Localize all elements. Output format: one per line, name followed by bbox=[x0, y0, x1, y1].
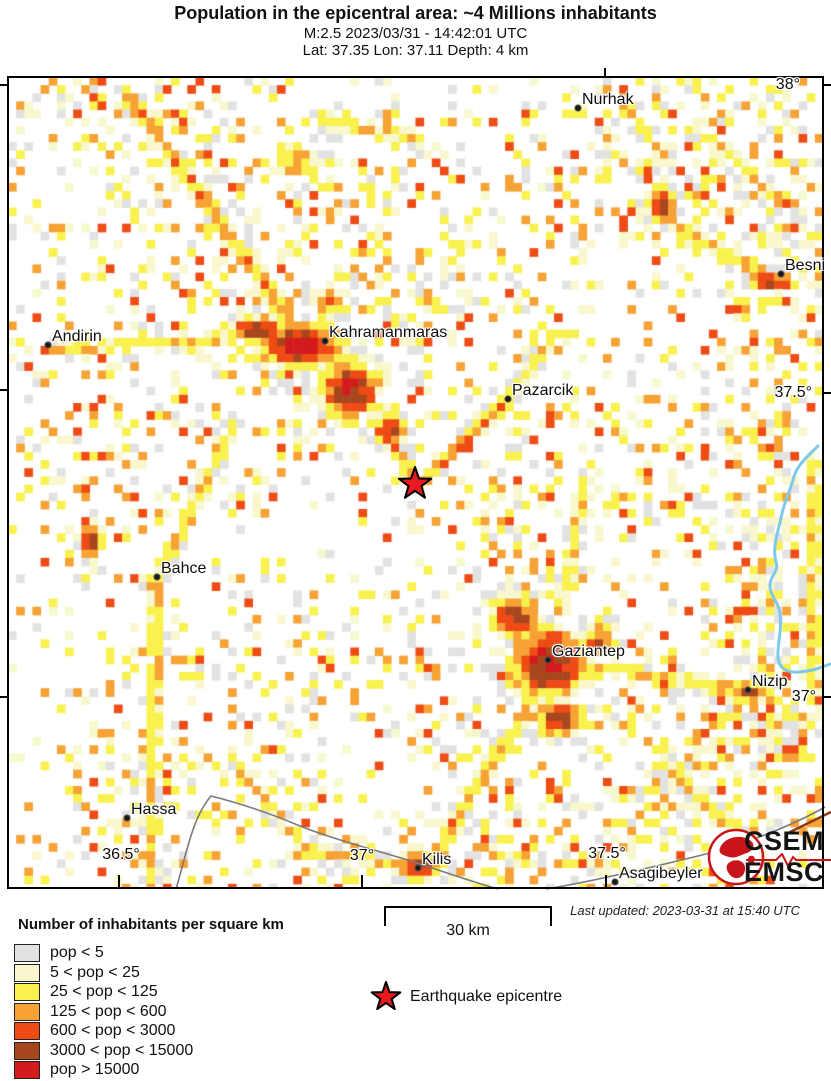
legend-label: 5 < pop < 25 bbox=[50, 963, 140, 981]
city-dot bbox=[44, 341, 52, 349]
coordinate-label: 38° bbox=[775, 76, 800, 93]
scale-bar-label: 30 km bbox=[446, 922, 490, 939]
coordinate-label: 36.5° bbox=[102, 846, 140, 863]
city-label: Nurhak bbox=[582, 91, 634, 108]
legend-title: Number of inhabitants per square km bbox=[18, 916, 284, 933]
city-dot bbox=[123, 814, 131, 822]
legend-label: pop > 15000 bbox=[50, 1061, 140, 1078]
city-dot bbox=[544, 656, 552, 664]
legend-label: 125 < pop < 600 bbox=[50, 1002, 167, 1020]
city-label: Pazarcik bbox=[512, 382, 574, 399]
city-dot bbox=[414, 864, 422, 872]
city-label: Kilis bbox=[422, 851, 452, 868]
legend-label: pop < 5 bbox=[50, 944, 104, 961]
city-dot bbox=[574, 104, 582, 112]
legend-swatch bbox=[14, 1041, 40, 1060]
population-heatmap-canvas[interactable] bbox=[8, 77, 823, 888]
city-label: Hassa bbox=[131, 801, 177, 818]
legend-swatch bbox=[14, 963, 40, 982]
legend-label: 3000 < pop < 15000 bbox=[50, 1041, 194, 1059]
logo-text-csem: CSEM bbox=[744, 826, 825, 856]
coordinate-label: 37° bbox=[349, 847, 375, 864]
legend-swatch bbox=[14, 1061, 40, 1079]
coordinate-label: 37° bbox=[791, 688, 816, 705]
event-magnitude-datetime: M:2.5 2023/03/31 - 14:42:01 UTC bbox=[303, 25, 528, 42]
legend-swatch bbox=[14, 1002, 40, 1021]
city-label: Gaziantep bbox=[552, 643, 625, 660]
page-title: Population in the epicentral area: ~4 Mi… bbox=[174, 3, 657, 23]
city-dot bbox=[611, 878, 619, 886]
logo-text-emsc: EMSC bbox=[744, 857, 825, 887]
epicentre-legend-label: Earthquake epicentre bbox=[410, 988, 563, 1005]
city-label: Kahramanmaras bbox=[329, 324, 448, 341]
last-updated-text: Last updated: 2023-03-31 at 15:40 UTC bbox=[570, 903, 800, 918]
city-dot bbox=[744, 686, 752, 694]
city-dot bbox=[504, 395, 512, 403]
csem-emsc-logo[interactable]: CSEM EMSC bbox=[706, 826, 831, 890]
city-label: Asagibeyler bbox=[619, 865, 703, 882]
legend-swatch bbox=[14, 944, 40, 962]
legend-swatch bbox=[14, 1022, 40, 1040]
city-dot bbox=[153, 573, 161, 581]
legend-label: 25 < pop < 125 bbox=[50, 983, 158, 1000]
event-coordinates-depth: Lat: 37.35 Lon: 37.11 Depth: 4 km bbox=[302, 42, 529, 59]
city-label: Bahce bbox=[161, 560, 207, 577]
epicentre-legend-star-icon bbox=[370, 981, 402, 1011]
coordinate-label: 37.5° bbox=[588, 845, 626, 862]
city-label: Andirin bbox=[52, 328, 102, 345]
city-label: Besni bbox=[785, 257, 826, 274]
city-dot bbox=[321, 337, 329, 345]
city-label: Nizip bbox=[752, 673, 788, 690]
coordinate-label: 37.5° bbox=[774, 384, 812, 401]
city-dot bbox=[777, 270, 785, 278]
legend-label: 600 < pop < 3000 bbox=[50, 1022, 176, 1039]
legend-swatch bbox=[14, 983, 40, 1001]
